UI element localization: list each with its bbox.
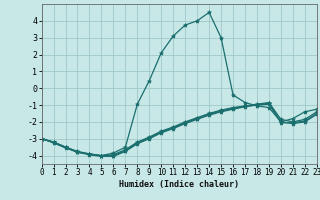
X-axis label: Humidex (Indice chaleur): Humidex (Indice chaleur) xyxy=(119,180,239,189)
